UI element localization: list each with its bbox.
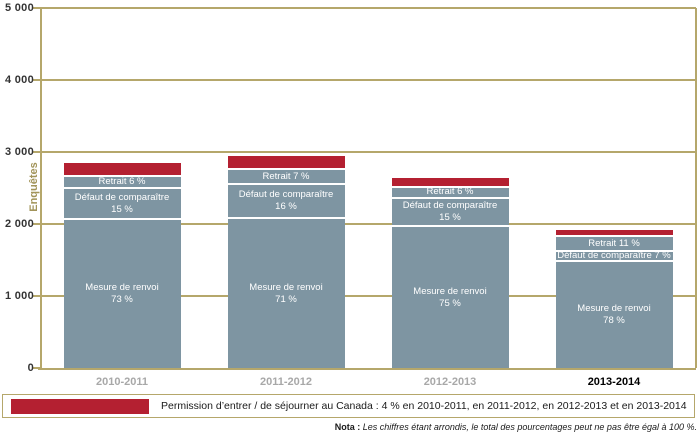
x-axis-label-2011-2012: 2011-2012 [260,376,312,388]
y-tick-label-1000: 1 000 [4,290,34,302]
bar-segment-d-faut-de-compara-tre: Défaut de comparaître 7 % [555,250,673,262]
x-axis-label-2013-2014: 2013-2014 [587,376,641,388]
bar-2012-2013: Retrait 6 % Défaut de comparaître 15 % Mesu… [391,177,509,368]
bar-segment-retrait: Retrait 7 % [227,168,345,184]
bar-2013-2014: Retrait 11 % Défaut de comparaître 7 % Mes… [555,229,673,368]
bar-segment-mesure-de-renvoi: Mesure de renvoi 78 % [555,260,673,368]
x-axis-label-2012-2013: 2012-2013 [423,376,477,388]
bar-segment-mesure-de-renvoi: Mesure de renvoi 73 % [63,218,181,368]
segment-label: Mesure de renvoi [577,303,651,315]
x-axis-label-2010-2011: 2010-2011 [96,376,148,388]
segment-label: 16 % [275,201,297,213]
y-tick-label-3000: 3 000 [4,146,34,158]
y-tick-1000 [33,295,40,297]
bar-segment-d-faut-de-compara-tre: Défaut de comparaître 15 % [391,196,509,226]
y-tick-5000 [33,7,40,9]
y-tick-3000 [33,151,40,153]
segment-label: Défaut de comparaître [402,200,498,212]
bar-segment-permission-d-entrer-de-s-journer-au-canada [227,155,345,169]
segment-label: Mesure de renvoi [85,282,159,294]
gridline-4000 [40,79,696,81]
segment-label: Retrait 7 % [262,170,310,182]
y-tick-label-4000: 4 000 [4,74,34,86]
nota-prefix: Nota : [334,422,361,432]
bar-segment-mesure-de-renvoi: Mesure de renvoi 71 % [227,217,345,368]
bar-segment-permission-d-entrer-de-s-journer-au-canada [63,162,181,176]
segment-label: Mesure de renvoi [249,281,323,293]
segment-label: Défaut de comparaître [74,191,170,203]
bar-2010-2011: Retrait 6 % Défaut de comparaître 15 % Mesu… [63,162,181,368]
legend-label: Permission d’entrer / de séjourner au Ca… [161,400,687,412]
bar-segment-retrait: Retrait 6 % [391,185,509,198]
segment-label: Retrait 11 % [588,237,640,249]
legend-swatch [11,398,149,414]
gridline-3000 [40,151,696,153]
y-axis-title: Enquêtes [28,162,40,212]
y-tick-label-5000: 5 000 [4,2,34,14]
gridline-2000 [40,223,696,225]
bar-segment-permission-d-entrer-de-s-journer-au-canada [555,229,673,236]
bar-segment-mesure-de-renvoi: Mesure de renvoi 75 % [391,225,509,368]
gridline-1000 [40,295,696,297]
bar-segment-permission-d-entrer-de-s-journer-au-canada [391,177,509,186]
gridline-5000 [40,7,696,9]
x-axis-line [38,368,696,370]
segment-label: Défaut de comparaître 7 % [557,250,671,262]
segment-label: 71 % [275,293,297,305]
bar-segment-d-faut-de-compara-tre: Défaut de comparaître 15 % [63,187,181,219]
y-tick-0 [33,367,40,369]
segment-label: Retrait 6 % [98,176,146,188]
y-tick-2000 [33,223,40,225]
nota-footnote: Nota : Les chiffres étant arrondis, le t… [335,422,697,432]
y-tick-label-2000: 2 000 [4,218,34,230]
plot-right-border [695,8,697,368]
bar-segment-retrait: Retrait 11 % [555,235,673,251]
segment-label: 73 % [111,294,133,306]
legend: Permission d’entrer / de séjourner au Ca… [2,394,695,418]
segment-label: Mesure de renvoi [413,285,487,297]
segment-label: Défaut de comparaître [238,189,334,201]
segment-label: 78 % [603,315,625,327]
bar-segment-retrait: Retrait 6 % [63,175,181,188]
y-tick-4000 [33,79,40,81]
y-tick-label-0: 0 [27,362,34,374]
y-axis-line [40,8,42,368]
segment-label: 15 % [439,212,461,224]
segment-label: 15 % [111,203,133,215]
bar-2011-2012: Retrait 7 % Défaut de comparaître 16 % Mesu… [227,155,345,368]
nota-text: Les chiffres étant arrondis, le total de… [360,422,697,432]
bar-segment-d-faut-de-compara-tre: Défaut de comparaître 16 % [227,183,345,218]
segment-label: 75 % [439,297,461,309]
segment-label: Retrait 6 % [426,186,474,198]
